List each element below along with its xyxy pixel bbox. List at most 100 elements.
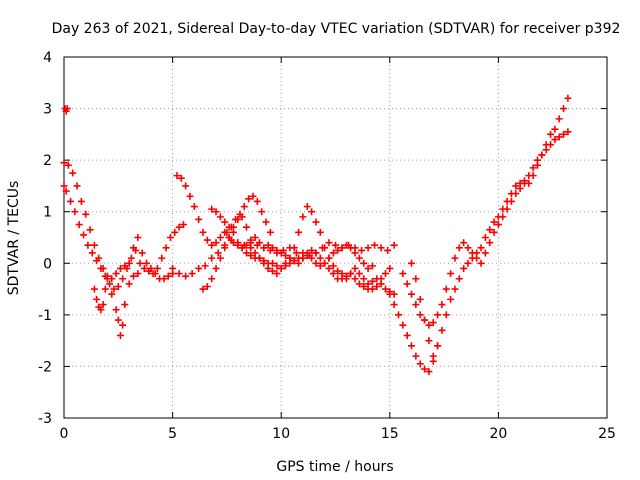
data-point xyxy=(303,252,311,260)
data-point xyxy=(114,316,122,324)
data-point xyxy=(499,213,507,221)
data-point xyxy=(321,244,329,252)
data-point xyxy=(60,159,68,167)
data-point xyxy=(299,213,307,221)
x-tick-label: 0 xyxy=(60,426,69,442)
data-point xyxy=(175,223,183,231)
data-point xyxy=(316,228,324,236)
data-point xyxy=(455,244,463,252)
y-tick-label: -3 xyxy=(38,411,52,427)
data-point xyxy=(386,264,394,272)
data-point xyxy=(358,246,366,254)
data-point xyxy=(529,164,537,172)
data-point xyxy=(490,228,498,236)
data-point xyxy=(408,342,416,350)
data-point xyxy=(364,244,372,252)
data-point xyxy=(93,295,101,303)
data-point xyxy=(242,223,250,231)
data-point xyxy=(429,352,437,360)
data-point xyxy=(473,254,481,262)
data-point xyxy=(377,280,385,288)
data-point xyxy=(103,275,111,283)
data-point xyxy=(110,285,118,293)
data-point xyxy=(290,244,298,252)
data-point xyxy=(520,179,528,187)
data-point xyxy=(438,326,446,334)
data-point xyxy=(308,254,316,262)
data-point xyxy=(360,259,368,267)
x-tick-label: 20 xyxy=(489,426,507,442)
data-point xyxy=(371,241,379,249)
data-point xyxy=(394,311,402,319)
data-point xyxy=(560,130,568,138)
data-point xyxy=(260,244,268,252)
x-tick-label: 10 xyxy=(272,426,290,442)
data-point xyxy=(255,239,263,247)
data-point xyxy=(203,236,211,244)
data-point xyxy=(312,218,320,226)
data-point xyxy=(234,239,242,247)
data-point xyxy=(551,136,559,144)
data-point xyxy=(399,321,407,329)
data-point xyxy=(182,182,190,190)
data-point xyxy=(95,254,103,262)
data-point xyxy=(160,275,168,283)
data-point xyxy=(486,226,494,234)
data-point xyxy=(262,218,270,226)
data-point xyxy=(260,259,268,267)
data-point xyxy=(507,197,515,205)
data-point xyxy=(347,244,355,252)
data-point xyxy=(75,221,83,229)
data-point xyxy=(351,275,359,283)
data-point xyxy=(299,249,307,257)
data-point xyxy=(342,241,350,249)
data-point xyxy=(112,306,120,314)
data-point xyxy=(381,285,389,293)
data-point xyxy=(249,192,257,200)
data-point xyxy=(364,264,372,272)
data-point xyxy=(347,270,355,278)
data-point xyxy=(62,187,70,195)
data-point xyxy=(390,301,398,309)
data-point xyxy=(412,301,420,309)
data-point xyxy=(447,270,455,278)
data-point xyxy=(69,169,77,177)
data-point xyxy=(223,228,231,236)
series-track-l xyxy=(61,105,71,115)
data-point xyxy=(99,264,107,272)
data-point xyxy=(355,280,363,288)
data-point xyxy=(442,311,450,319)
data-point xyxy=(269,259,277,267)
data-point xyxy=(412,275,420,283)
data-point xyxy=(408,259,416,267)
data-point xyxy=(399,270,407,278)
data-point xyxy=(216,213,224,221)
data-point xyxy=(503,205,511,213)
series-track-h xyxy=(223,192,274,236)
data-point xyxy=(127,254,135,262)
data-point xyxy=(286,254,294,262)
data-point xyxy=(245,195,253,203)
data-point xyxy=(64,161,72,169)
data-point xyxy=(373,282,381,290)
data-point xyxy=(273,246,281,254)
data-point xyxy=(121,262,129,270)
data-point xyxy=(425,368,433,376)
data-point xyxy=(390,241,398,249)
data-point xyxy=(119,275,127,283)
axis-ticks: 0 5 10 15 20 25 -3 -2 -1 0 1 2 3 4 xyxy=(38,50,616,442)
data-point xyxy=(186,192,194,200)
y-tick-label: 3 xyxy=(43,102,52,118)
chart-title: Day 263 of 2021, Sidereal Day-to-day VTE… xyxy=(52,21,621,37)
data-point xyxy=(364,280,372,288)
data-point xyxy=(140,264,148,272)
data-point xyxy=(60,182,68,190)
data-point xyxy=(212,264,220,272)
data-point xyxy=(538,151,546,159)
data-point xyxy=(84,241,92,249)
series-track-k xyxy=(408,259,442,360)
x-tick-label: 25 xyxy=(598,426,616,442)
data-points xyxy=(60,94,572,376)
y-tick-label: -2 xyxy=(38,359,52,375)
series-track-c xyxy=(90,270,142,339)
